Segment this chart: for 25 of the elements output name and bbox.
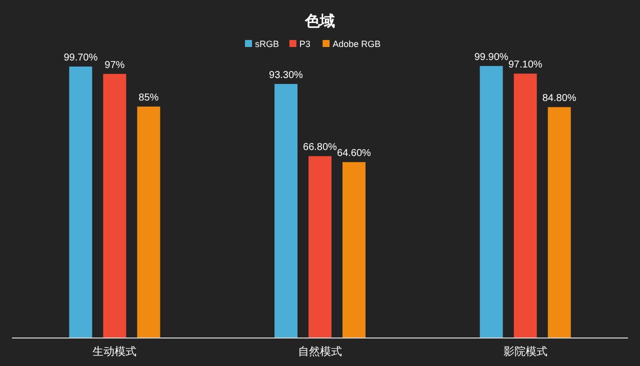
bar	[137, 106, 160, 338]
legend-label: Adobe RGB	[332, 39, 381, 49]
data-label: 97%	[104, 60, 125, 71]
legend-label: P3	[299, 39, 310, 49]
data-label: 85%	[138, 92, 159, 104]
chart-title: 色域	[304, 13, 335, 30]
bar	[274, 84, 298, 338]
bar	[514, 74, 537, 338]
data-label: 93.30%	[269, 70, 304, 81]
bar	[342, 162, 366, 338]
bar	[480, 66, 503, 338]
data-label: 97.10%	[508, 60, 542, 71]
bar	[103, 74, 126, 338]
data-label: 84.80%	[542, 93, 576, 104]
bar	[69, 66, 92, 338]
legend-label: sRGB	[255, 39, 280, 49]
data-label: 99.70%	[64, 52, 98, 64]
x-tick-label: 自然模式	[298, 345, 342, 358]
bar	[308, 156, 332, 338]
data-label: 64.60%	[337, 148, 372, 160]
bar	[548, 107, 571, 338]
data-label: 66.80%	[303, 142, 338, 154]
x-tick-label: 生动模式	[92, 345, 137, 358]
x-tick-label: 影院模式	[503, 345, 548, 358]
data-label: 99.90%	[474, 52, 508, 63]
